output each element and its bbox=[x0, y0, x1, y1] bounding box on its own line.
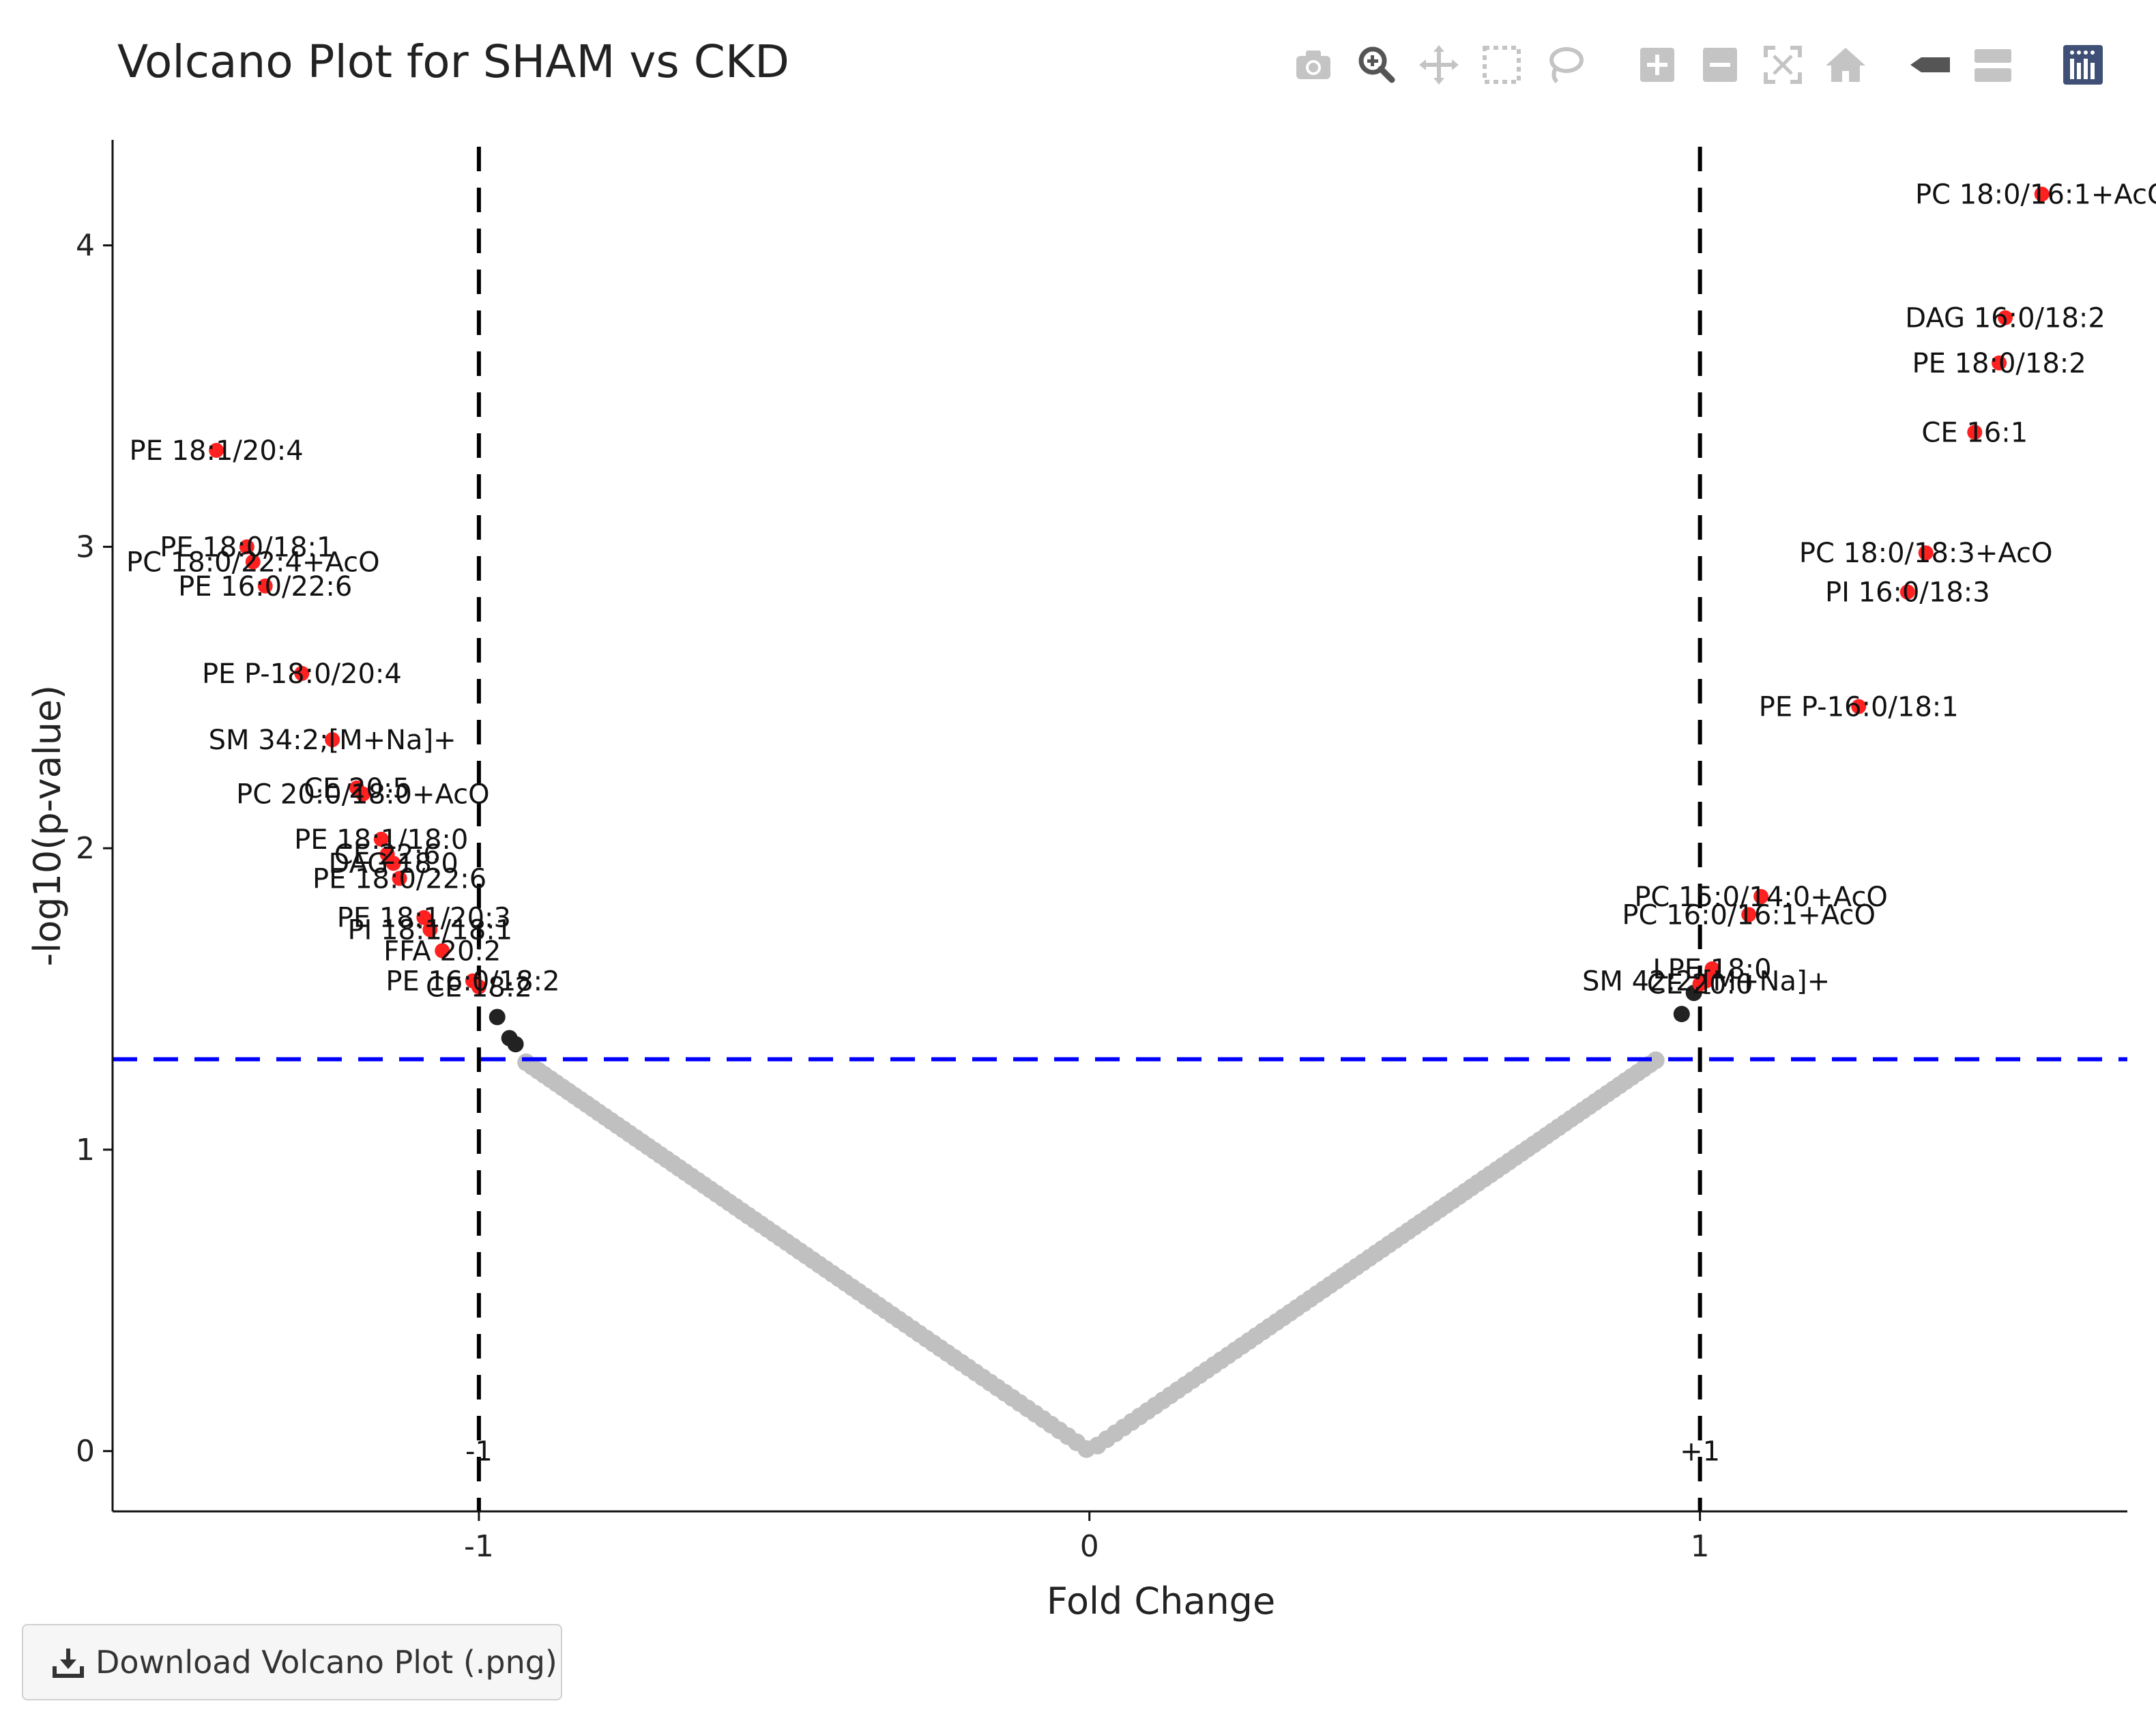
point-label: PE P-16:0/18:1 bbox=[1759, 692, 1959, 723]
near-threshold-point bbox=[489, 1009, 506, 1026]
nonsignificant-points bbox=[517, 1051, 1665, 1458]
point-label: SM 34:2;[M+Na]+ bbox=[209, 725, 456, 756]
x-tick-label: 0 bbox=[1080, 1529, 1099, 1564]
point-label: CE 20:0 bbox=[1647, 969, 1753, 1000]
x-axis-label: Fold Change bbox=[1047, 1580, 1275, 1623]
near-threshold-points bbox=[489, 985, 1702, 1052]
y-axis-label: -log10(p-value) bbox=[26, 685, 69, 966]
y-tick-label: 3 bbox=[76, 529, 95, 564]
point-label: PC 20:0/18:0+AcO bbox=[236, 779, 490, 811]
point-label: PE 16:0/22:6 bbox=[178, 571, 352, 603]
near-threshold-point bbox=[508, 1036, 524, 1052]
x-tick-label: -1 bbox=[464, 1529, 494, 1564]
point-label: PE 18:1/20:4 bbox=[130, 435, 304, 467]
y-axis-ticks: 0 1 2 3 4 bbox=[76, 229, 113, 1469]
download-icon bbox=[50, 1644, 86, 1680]
point-label: DAG 16:0/18:2 bbox=[1905, 303, 2106, 334]
point-label: PE 18:0/22:6 bbox=[312, 863, 486, 895]
point-label: PE 18:0/18:2 bbox=[1912, 348, 2086, 379]
point-label: PC 18:0/16:1+AcO bbox=[1915, 179, 2156, 211]
point-label: PC 18:0/18:3+AcO bbox=[1799, 538, 2053, 569]
x-axis-ticks: -1 0 1 bbox=[464, 1511, 1710, 1564]
point-label: PE P-18:0/20:4 bbox=[202, 658, 402, 690]
x-tick-label: 1 bbox=[1691, 1529, 1710, 1564]
y-tick-label: 1 bbox=[76, 1133, 95, 1167]
nonsignificant-point bbox=[517, 1054, 535, 1071]
point-label: FFA 20:2 bbox=[383, 935, 501, 967]
point-label: PC 16:0/16:1+AcO bbox=[1622, 899, 1876, 931]
near-threshold-point bbox=[1674, 1006, 1690, 1022]
y-tick-label: 4 bbox=[76, 229, 95, 263]
download-volcano-plot-button[interactable]: Download Volcano Plot (.png) bbox=[22, 1624, 562, 1700]
zero-marker-right: +1 bbox=[1680, 1436, 1720, 1468]
y-tick-label: 0 bbox=[76, 1434, 95, 1469]
point-labels: PC 18:0/16:1+AcO DAG 16:0/18:2 PE 18:0/18:… bbox=[126, 179, 2156, 1004]
y-tick-label: 2 bbox=[76, 831, 95, 866]
download-button-label: Download Volcano Plot (.png) bbox=[96, 1644, 557, 1681]
point-label: PI 16:0/18:3 bbox=[1825, 577, 1990, 609]
zero-marker-left: -1 bbox=[465, 1436, 493, 1468]
point-label: CE 16:1 bbox=[1921, 418, 2028, 449]
point-label: CE 18:2 bbox=[426, 972, 532, 1003]
